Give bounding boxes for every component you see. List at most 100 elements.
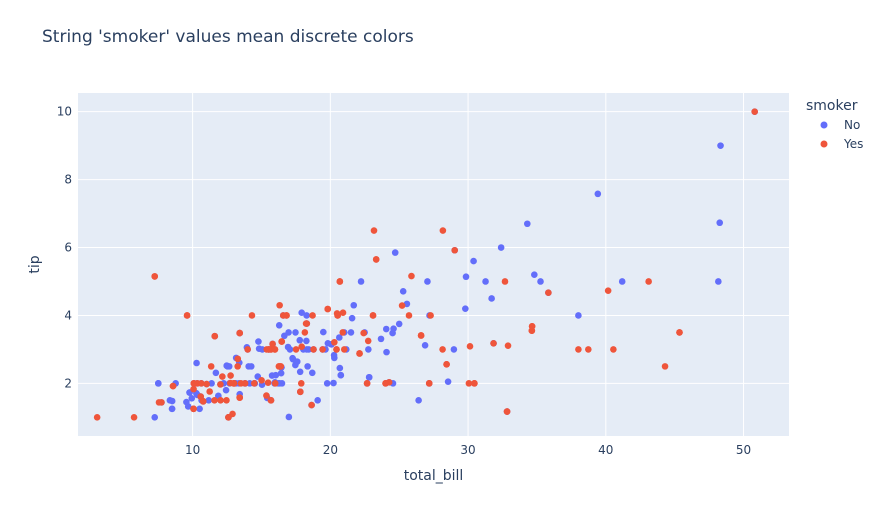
data-point[interactable] [488,295,495,302]
data-point[interactable] [304,363,311,370]
data-point[interactable] [155,399,163,406]
data-point[interactable] [451,246,459,254]
data-point[interactable] [504,342,512,349]
data-point[interactable] [365,373,373,381]
data-point[interactable] [292,329,299,336]
data-point[interactable] [308,401,315,409]
data-point[interactable] [272,371,280,379]
data-point[interactable] [298,309,305,317]
data-point[interactable] [212,369,220,377]
data-point[interactable] [281,332,288,340]
data-point[interactable] [303,312,310,319]
data-point[interactable] [225,414,232,421]
data-point[interactable] [470,257,477,265]
data-point[interactable] [211,332,219,340]
data-point[interactable] [283,312,290,319]
data-point[interactable] [211,397,218,404]
data-point[interactable] [490,339,497,347]
data-point[interactable] [645,278,652,285]
data-point[interactable] [255,338,262,345]
data-point[interactable] [618,278,626,285]
data-point[interactable] [237,380,245,387]
data-point[interactable] [251,380,258,387]
data-point[interactable] [482,278,489,285]
data-point[interactable] [372,256,380,263]
data-point[interactable] [190,385,197,393]
data-point[interactable] [155,380,162,387]
data-point[interactable] [575,346,582,353]
data-point[interactable] [190,405,197,413]
data-point[interactable] [267,397,275,404]
data-point[interactable] [151,414,159,421]
data-point[interactable] [247,363,255,370]
data-point[interactable] [465,380,473,387]
data-point[interactable] [398,302,406,309]
data-point[interactable] [297,388,304,396]
data-point[interactable] [594,190,602,198]
data-point[interactable] [471,380,478,387]
data-point[interactable] [370,227,378,234]
data-point[interactable] [234,363,241,370]
data-point[interactable] [246,380,254,387]
legend-item-no[interactable]: No [820,118,861,132]
data-point[interactable] [389,329,396,337]
data-point[interactable] [234,355,242,363]
data-point[interactable] [444,378,452,385]
data-point[interactable] [199,398,207,405]
data-point[interactable] [324,305,332,313]
data-point[interactable] [203,380,210,388]
data-point[interactable] [166,397,174,404]
data-point[interactable] [350,301,358,309]
data-point[interactable] [717,142,724,149]
data-point[interactable] [269,340,276,348]
data-point[interactable] [443,361,450,368]
data-point[interactable] [336,278,344,285]
data-point[interactable] [340,346,348,353]
data-point[interactable] [333,346,340,353]
data-point[interactable] [531,271,538,278]
data-point[interactable] [382,380,389,387]
data-point[interactable] [439,227,447,234]
data-point[interactable] [217,381,224,388]
data-point[interactable] [293,358,301,365]
data-point[interactable] [320,328,327,336]
data-point[interactable] [337,371,345,379]
data-point[interactable] [168,405,176,413]
data-point[interactable] [462,273,470,281]
data-point[interactable] [364,337,372,345]
data-point[interactable] [716,219,724,227]
data-point[interactable] [462,305,469,312]
data-point[interactable] [575,312,582,319]
data-point[interactable] [258,377,265,384]
data-point[interactable] [292,346,300,353]
data-point[interactable] [205,397,213,404]
data-point[interactable] [503,408,511,415]
data-point[interactable] [425,380,433,387]
data-point[interactable] [248,312,256,319]
data-point[interactable] [227,372,234,379]
data-point[interactable] [383,348,390,356]
data-point[interactable] [303,337,310,345]
data-point[interactable] [297,380,305,387]
data-point[interactable] [405,312,413,319]
data-point[interactable] [93,414,101,421]
data-point[interactable] [197,380,205,387]
data-point[interactable] [497,244,505,251]
data-point[interactable] [183,312,191,319]
data-point[interactable] [501,278,509,285]
data-point[interactable] [399,288,407,295]
data-point[interactable] [271,380,279,387]
data-point[interactable] [301,329,309,336]
data-point[interactable] [230,380,238,387]
data-point[interactable] [196,405,203,413]
data-point[interactable] [314,397,321,404]
data-point[interactable] [382,325,390,333]
data-point[interactable] [222,386,230,394]
data-point[interactable] [285,413,293,421]
data-point[interactable] [336,364,344,372]
data-point[interactable] [330,351,338,359]
data-point[interactable] [335,334,343,341]
data-point[interactable] [188,395,196,402]
data-point[interactable] [236,329,243,337]
data-point[interactable] [310,346,317,353]
